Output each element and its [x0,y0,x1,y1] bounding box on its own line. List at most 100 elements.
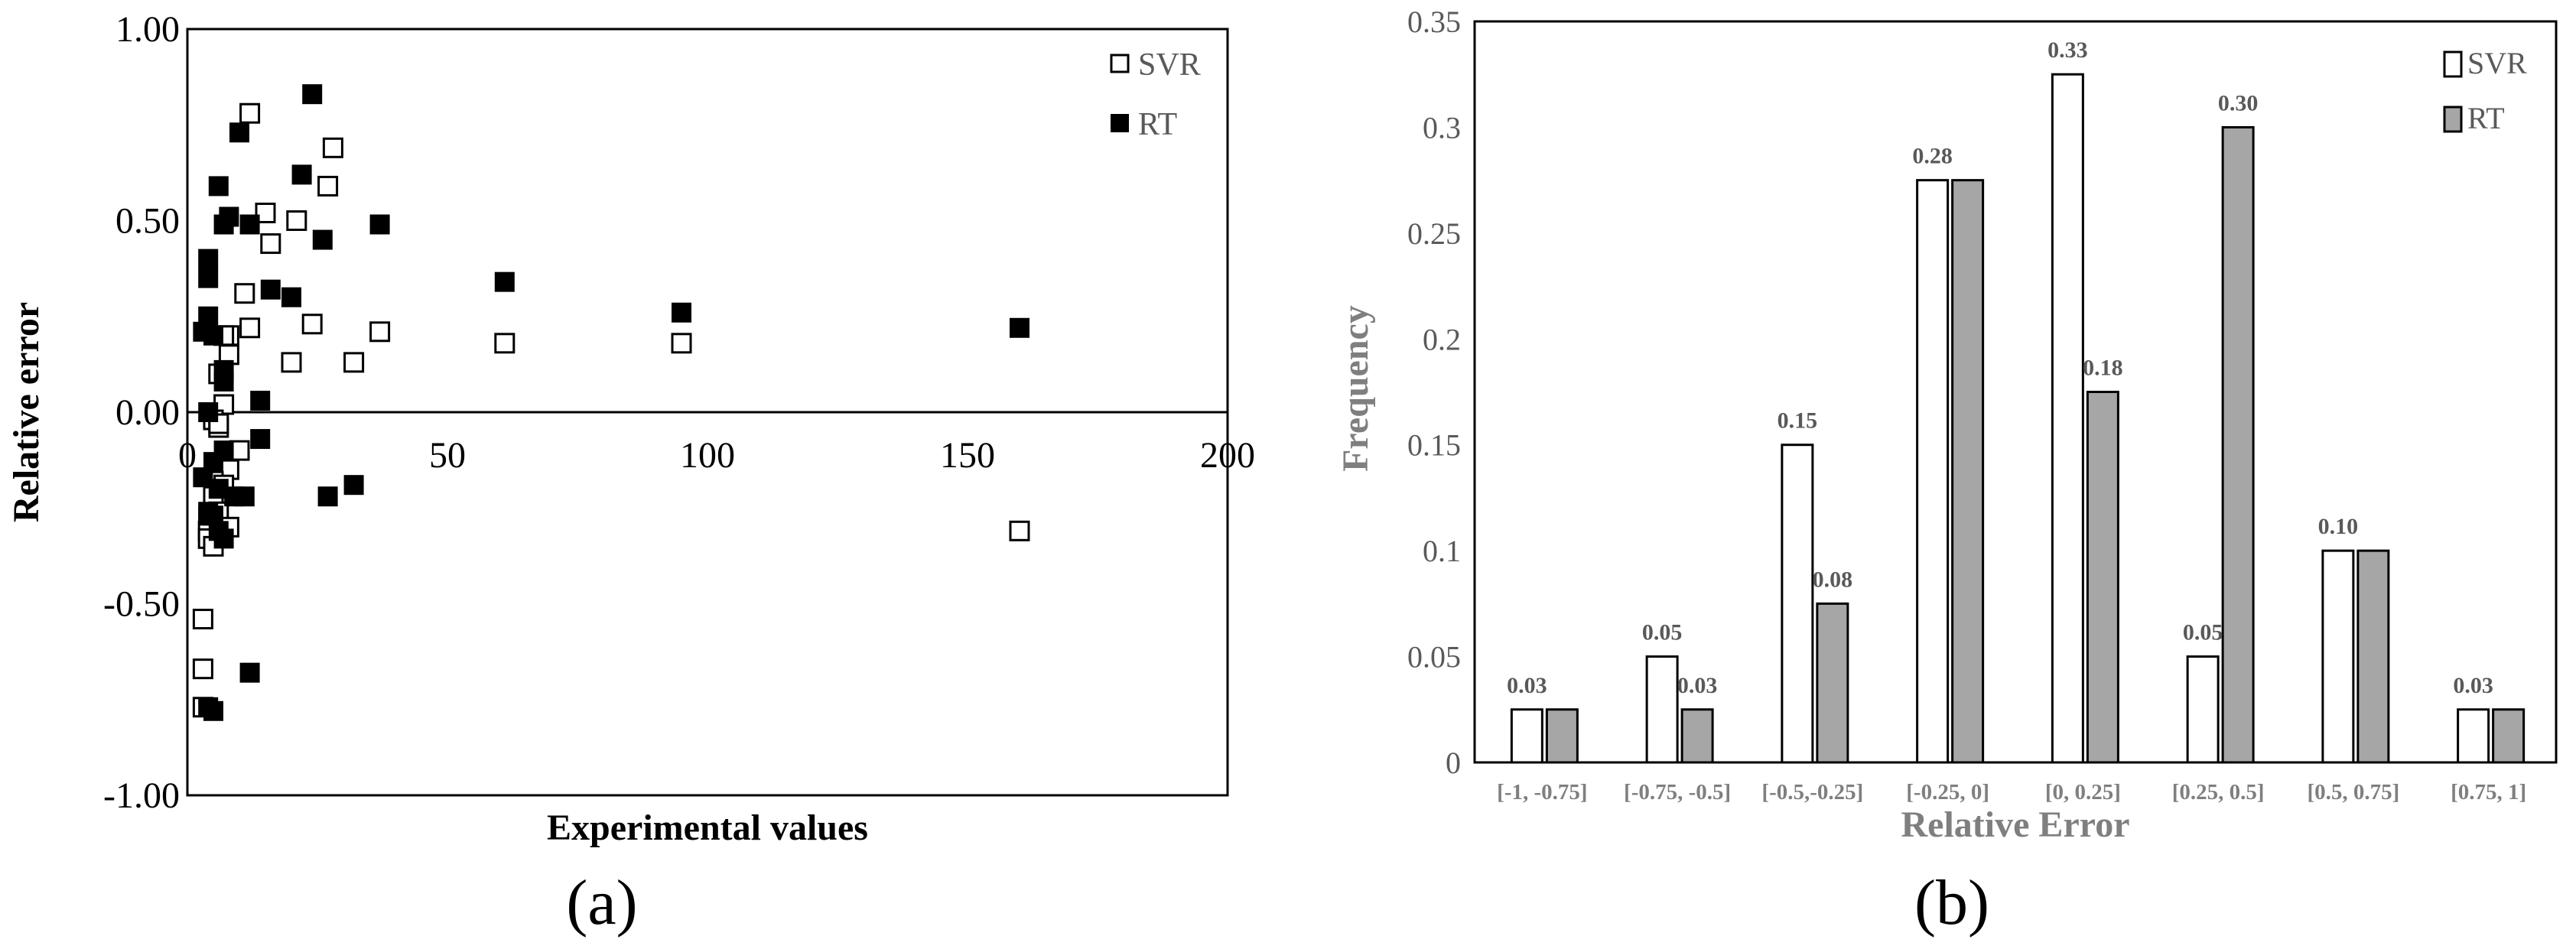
rt-point [198,402,219,422]
rt-point [198,268,219,288]
data-label: 0.18 [2083,356,2123,381]
panel-label-a: (a) [566,867,637,938]
svr-bar [1781,444,1814,764]
rt-point [203,325,223,346]
y-tick-label: 0.3 [1423,110,1461,145]
rt-point [213,371,234,392]
svr-point [234,283,255,304]
rt-bar [2356,549,2390,764]
category-label: [-0.25, 0] [1906,780,1989,804]
data-label: 0.03 [2453,673,2493,698]
svr-point [369,321,391,343]
x-axis-title: Experimental values [547,808,868,848]
svr-point [343,352,365,373]
data-label: 0.03 [1677,673,1718,698]
category-label: [0.75, 1] [2451,780,2526,804]
svr-point [286,210,307,231]
y-tick-label: 0.1 [1423,534,1461,568]
svr-bar [1510,708,1543,764]
legend-label-rt: RT [1138,107,1177,142]
svr-point [317,175,339,197]
rt-point [203,700,223,721]
rt-point [250,429,271,450]
legend-marker-rt [1111,114,1129,132]
rt-point [302,84,323,105]
svr-point [1009,520,1030,541]
data-label: 0.03 [1507,673,1547,698]
category-label: [-1, -0.75] [1497,780,1587,804]
y-tick-label: -1.00 [103,775,180,816]
rt-point [239,662,260,683]
y-tick-label: 1.00 [115,9,180,50]
rt-bar [2221,125,2255,764]
rt-bar [1680,708,1714,764]
svr-point [239,317,261,339]
svr-point [281,352,302,373]
x-tick-label: 200 [1200,435,1255,476]
y-tick-label: 0.00 [115,392,180,433]
rt-point [343,475,364,496]
bar-panel: 0 0.05 0.1 0.15 0.2 0.25 0.3 0.35 [-1, -0.75] [-0… [1335,5,2558,845]
x-tick-label: 50 [429,435,466,476]
svr-point [301,314,323,335]
svr-bar [1916,179,1950,764]
legend-marker-rt [2443,106,2463,133]
rt-point [239,214,260,235]
y-tick-label: -0.50 [103,584,180,625]
category-label: [-0.75, -0.5] [1624,780,1731,804]
rt-point [213,528,234,549]
svr-point [192,609,213,630]
category-label: [-0.5,-0.25] [1761,780,1863,804]
svr-point [192,658,213,680]
svr-bar [2186,655,2220,764]
category-label: [0, 0.25] [2045,780,2121,804]
rt-point [213,214,234,235]
legend-label-svr: SVR [1138,47,1201,83]
legend-marker-svr [1110,54,1130,73]
rt-bar [1951,179,1985,764]
data-label: 0.28 [1912,144,1953,169]
y-axis-title: Relative error [6,302,47,522]
rt-point [1010,317,1029,338]
panel-label-b: (b) [1914,867,1989,938]
svr-point [494,333,516,354]
y-tick-label: 0 [1446,746,1461,780]
rt-point [229,122,249,143]
x-axis-title: Relative Error [1901,804,2130,845]
svr-point [671,333,692,354]
x-tick-label: 100 [680,435,735,476]
category-label: [0.5, 0.75] [2307,780,2399,804]
y-tick-label: 0.2 [1423,322,1461,356]
svr-bar [1645,655,1679,764]
rt-point [260,279,281,300]
y-tick-label: 0.05 [1407,640,1461,674]
data-label: 0.08 [1813,567,1853,592]
rt-point [369,214,390,235]
y-tick-label: 0.50 [115,201,180,242]
data-label: 0.10 [2318,514,2359,539]
plot-frame [1473,20,2558,764]
data-label: 0.05 [1642,620,1683,645]
rt-bar [1816,602,1849,764]
y-tick-label: 0.35 [1407,5,1461,39]
data-label: 0.33 [2047,37,2088,63]
category-label: [0.25, 0.5] [2172,780,2265,804]
data-label: 0.05 [2183,620,2223,645]
rt-point [193,467,213,488]
rt-bar [2086,391,2119,764]
svr-point [322,137,343,158]
y-tick-label: 0.25 [1407,216,1461,251]
svr-point [239,102,261,124]
rt-point [291,164,312,185]
svr-bar [2321,549,2355,764]
data-label: 0.30 [2218,90,2259,115]
rt-bar [2492,708,2526,764]
legend-label-svr: SVR [2467,46,2527,80]
rt-point [250,390,271,411]
y-axis-title: Frequency [1335,305,1376,472]
rt-point [208,176,229,197]
rt-point [312,229,333,250]
rt-bar [1545,708,1579,764]
scatter-panel: 1.000.500.00-0.50-1.000 50 100 150 200SVRRTE… [6,9,1255,848]
